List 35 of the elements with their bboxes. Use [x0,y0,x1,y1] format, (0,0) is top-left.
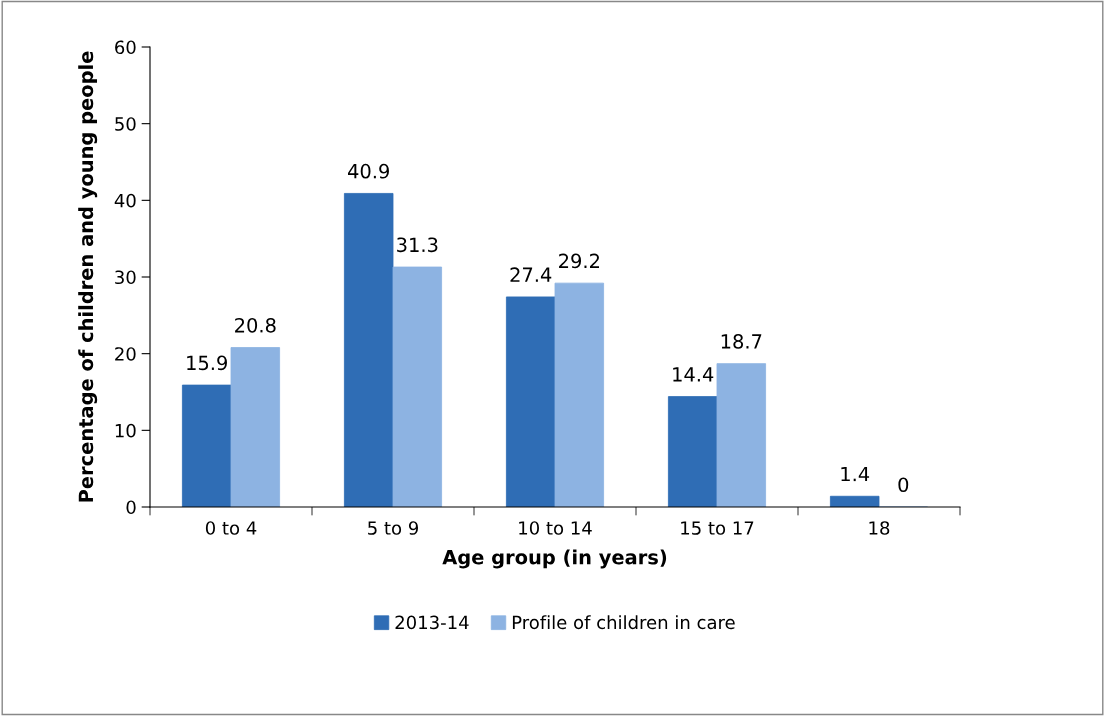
y-tick-label: 0 [126,500,136,515]
x-tick-label: 5 to 9 [368,521,419,535]
x-axis-title: Age group (in years) [442,549,667,569]
legend-label: Profile of children in care [512,615,735,630]
bar [829,495,880,507]
y-tick-label: 10 [115,423,136,438]
legend-label: 2013-14 [395,615,469,630]
data-label: 29.2 [559,253,599,269]
data-label: 27.4 [510,267,552,282]
x-tick-label: 18 [869,521,890,535]
y-tick-label: 50 [115,117,136,131]
y-axis-title: Percentage of children and young people [78,51,98,502]
bar [392,266,443,507]
data-label: 18.7 [721,334,762,349]
bar [667,396,718,507]
bar [343,193,394,507]
bar [181,384,232,507]
data-label: 40.9 [348,163,389,179]
y-tick-label: 60 [115,40,136,55]
x-tick-label: 10 to 14 [519,521,592,535]
data-label: 20.8 [235,317,276,333]
bar [505,296,556,507]
data-label: 14.4 [673,367,714,382]
y-tick-label: 30 [115,270,136,285]
x-tick-label: 15 to 17 [681,521,754,535]
data-label: 0 [898,477,909,493]
bar [554,282,605,507]
y-tick-label: 40 [114,193,136,208]
bar [716,363,767,507]
data-label: 1.4 [841,466,870,482]
x-tick-label: 0 to 4 [205,521,257,535]
data-label: 15.9 [187,355,227,371]
bar [230,347,281,507]
data-label: 31.3 [397,237,438,253]
y-tick-label: 20 [115,347,136,361]
